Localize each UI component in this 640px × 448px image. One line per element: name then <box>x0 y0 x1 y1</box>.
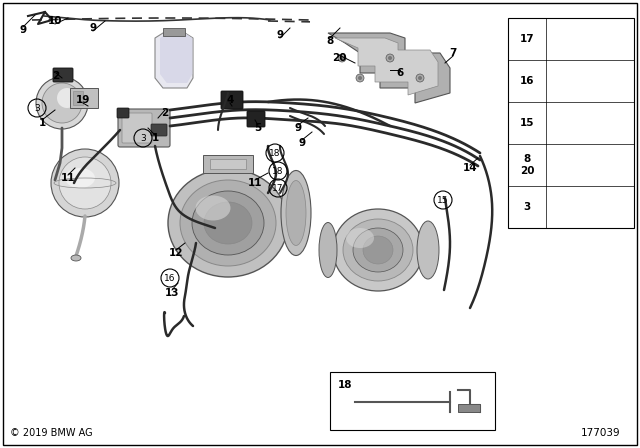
Text: 9: 9 <box>276 30 284 40</box>
Ellipse shape <box>192 191 264 255</box>
Text: 9: 9 <box>19 25 27 35</box>
Circle shape <box>338 54 346 62</box>
Ellipse shape <box>286 181 306 246</box>
Text: 5: 5 <box>254 123 262 133</box>
Text: 18: 18 <box>338 380 353 390</box>
Circle shape <box>416 74 424 82</box>
Text: 6: 6 <box>396 68 404 78</box>
Text: 2: 2 <box>52 71 60 81</box>
Text: 18: 18 <box>272 167 284 176</box>
Ellipse shape <box>65 168 95 188</box>
Text: 16: 16 <box>520 76 534 86</box>
Text: 1: 1 <box>38 118 45 128</box>
Ellipse shape <box>42 83 82 123</box>
Ellipse shape <box>204 202 252 244</box>
Text: 19: 19 <box>76 95 90 105</box>
Text: 8: 8 <box>326 36 333 46</box>
Circle shape <box>386 54 394 62</box>
Circle shape <box>418 76 422 80</box>
Ellipse shape <box>333 209 423 291</box>
Text: 4: 4 <box>227 95 234 105</box>
Ellipse shape <box>281 171 311 255</box>
FancyBboxPatch shape <box>118 109 170 147</box>
FancyBboxPatch shape <box>247 111 265 127</box>
Bar <box>330 372 495 430</box>
Text: 12: 12 <box>169 248 183 258</box>
Text: 9: 9 <box>90 23 97 33</box>
Bar <box>508 18 634 228</box>
Bar <box>210 159 246 169</box>
Text: 20: 20 <box>332 53 346 63</box>
FancyBboxPatch shape <box>151 124 167 136</box>
Ellipse shape <box>353 228 403 272</box>
FancyBboxPatch shape <box>117 108 129 118</box>
Ellipse shape <box>319 223 337 277</box>
Polygon shape <box>155 33 193 88</box>
Text: 3: 3 <box>140 134 146 142</box>
Ellipse shape <box>59 157 111 209</box>
Circle shape <box>358 76 362 80</box>
Ellipse shape <box>343 219 413 281</box>
Text: 177039: 177039 <box>580 428 620 438</box>
Text: © 2019 BMW AG: © 2019 BMW AG <box>10 428 93 438</box>
Text: 7: 7 <box>449 48 457 58</box>
Polygon shape <box>160 34 192 83</box>
Polygon shape <box>328 33 450 103</box>
Text: 11: 11 <box>61 173 76 183</box>
Bar <box>458 404 480 412</box>
Ellipse shape <box>51 149 119 217</box>
Bar <box>73 91 83 105</box>
Text: 3: 3 <box>34 103 40 112</box>
Polygon shape <box>335 38 438 95</box>
Ellipse shape <box>57 88 77 108</box>
Text: 9: 9 <box>298 138 305 148</box>
FancyBboxPatch shape <box>221 91 243 109</box>
Text: 15: 15 <box>437 195 449 204</box>
Ellipse shape <box>363 236 393 264</box>
Text: 11: 11 <box>248 178 262 188</box>
Ellipse shape <box>417 221 439 279</box>
Circle shape <box>388 56 392 60</box>
Ellipse shape <box>71 255 81 261</box>
FancyBboxPatch shape <box>53 68 73 82</box>
Text: 17: 17 <box>520 34 534 44</box>
Bar <box>70 88 98 108</box>
Circle shape <box>356 74 364 82</box>
Text: 10: 10 <box>48 16 62 26</box>
Ellipse shape <box>346 228 374 248</box>
Bar <box>163 28 185 36</box>
Bar <box>203 155 253 173</box>
Ellipse shape <box>180 180 276 266</box>
Text: 17: 17 <box>272 184 284 193</box>
Text: 8
20: 8 20 <box>520 154 534 176</box>
Text: 3: 3 <box>524 202 531 212</box>
Circle shape <box>340 56 344 60</box>
Ellipse shape <box>36 77 88 129</box>
Text: 14: 14 <box>463 163 477 173</box>
Ellipse shape <box>168 169 288 277</box>
Ellipse shape <box>195 195 230 220</box>
Text: 13: 13 <box>164 288 179 298</box>
Text: 15: 15 <box>520 118 534 128</box>
Text: 18: 18 <box>269 148 281 158</box>
FancyBboxPatch shape <box>122 113 152 143</box>
Text: 9: 9 <box>294 123 301 133</box>
Text: 2: 2 <box>161 108 168 118</box>
Text: 16: 16 <box>164 273 176 283</box>
Text: 1: 1 <box>152 133 159 143</box>
